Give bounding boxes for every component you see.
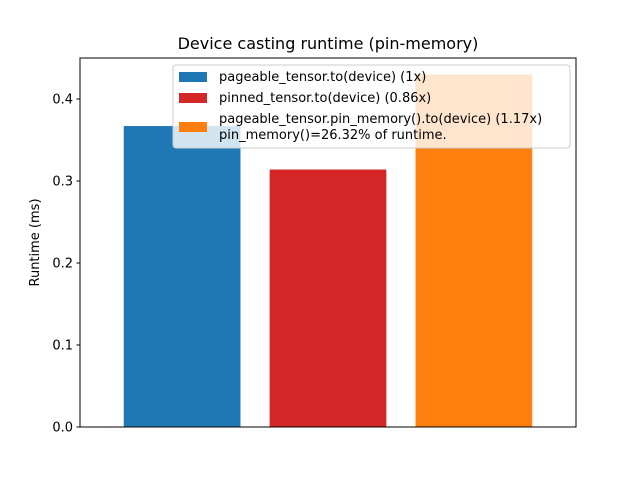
y-tick-label: 0.1 (52, 339, 73, 354)
y-tick-label: 0.4 (52, 93, 73, 108)
legend-item-1: pageable_tensor.to(device) (1x) (179, 70, 426, 85)
legend: pageable_tensor.to(device) (1x) pinned_te… (172, 64, 571, 149)
y-tick-label: 0.0 (52, 421, 73, 436)
legend-swatch-3 (179, 122, 207, 132)
legend-swatch-2 (179, 93, 207, 103)
y-axis: 0.0 0.1 0.2 0.3 0.4 (52, 93, 80, 436)
bar-2 (269, 169, 387, 427)
y-axis-label: Runtime (ms) (28, 198, 43, 286)
legend-swatch-1 (179, 72, 207, 82)
legend-label-3: pageable_tensor.pin_memory().to(device) … (219, 112, 542, 143)
y-tick-label: 0.3 (52, 175, 73, 190)
legend-label-1: pageable_tensor.to(device) (1x) (219, 70, 426, 85)
legend-item-2: pinned_tensor.to(device) (0.86x) (179, 91, 431, 106)
legend-label-2: pinned_tensor.to(device) (0.86x) (219, 91, 431, 106)
bar-1 (123, 126, 241, 427)
y-tick-label: 0.2 (52, 257, 73, 272)
legend-item-3: pageable_tensor.pin_memory().to(device) … (179, 112, 542, 143)
chart-title: Device casting runtime (pin-memory) (178, 34, 479, 53)
plot-frame (79, 57, 577, 428)
legend-frame (172, 64, 571, 149)
